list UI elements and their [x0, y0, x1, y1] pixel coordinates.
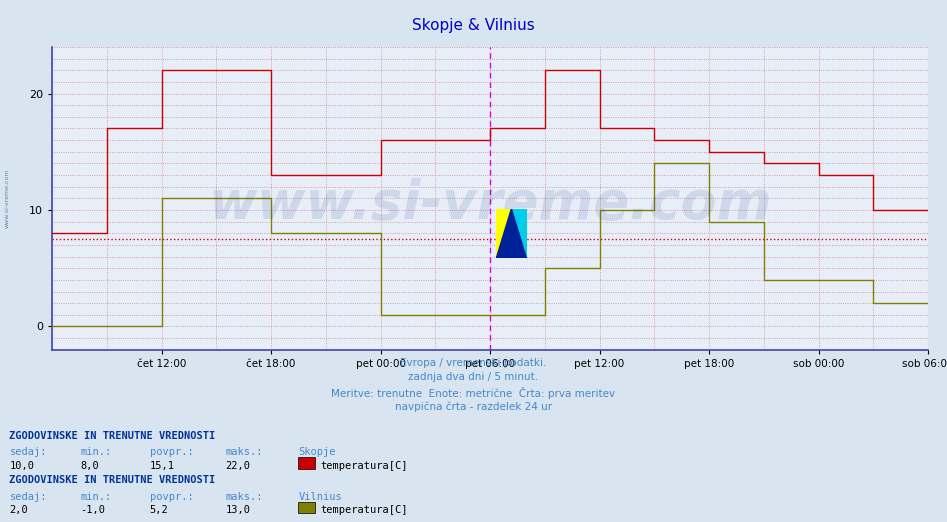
Text: Meritve: trenutne  Enote: metrične  Črta: prva meritev: Meritve: trenutne Enote: metrične Črta: … — [331, 387, 616, 399]
Text: Skopje & Vilnius: Skopje & Vilnius — [412, 18, 535, 33]
Text: 15,1: 15,1 — [150, 461, 174, 471]
Text: Skopje: Skopje — [298, 447, 336, 457]
Text: maks.:: maks.: — [225, 447, 263, 457]
Text: -1,0: -1,0 — [80, 505, 105, 515]
Text: 2,0: 2,0 — [9, 505, 28, 515]
Text: Evropa / vremenski podatki.: Evropa / vremenski podatki. — [401, 358, 546, 367]
Text: zadnja dva dni / 5 minut.: zadnja dva dni / 5 minut. — [408, 372, 539, 382]
Text: min.:: min.: — [80, 447, 112, 457]
Text: navpična črta - razdelek 24 ur: navpična črta - razdelek 24 ur — [395, 401, 552, 412]
Polygon shape — [511, 209, 527, 258]
Text: temperatura[C]: temperatura[C] — [320, 505, 407, 515]
Text: povpr.:: povpr.: — [150, 492, 193, 502]
Text: temperatura[C]: temperatura[C] — [320, 461, 407, 471]
Text: povpr.:: povpr.: — [150, 447, 193, 457]
Polygon shape — [496, 209, 511, 258]
Text: 8,0: 8,0 — [80, 461, 99, 471]
Polygon shape — [496, 209, 527, 258]
Text: ZGODOVINSKE IN TRENUTNE VREDNOSTI: ZGODOVINSKE IN TRENUTNE VREDNOSTI — [9, 431, 216, 441]
Text: www.si-vreme.com: www.si-vreme.com — [208, 179, 772, 230]
Text: 10,0: 10,0 — [9, 461, 34, 471]
Text: 5,2: 5,2 — [150, 505, 169, 515]
Text: sedaj:: sedaj: — [9, 492, 47, 502]
Text: sedaj:: sedaj: — [9, 447, 47, 457]
Text: ZGODOVINSKE IN TRENUTNE VREDNOSTI: ZGODOVINSKE IN TRENUTNE VREDNOSTI — [9, 475, 216, 485]
Text: min.:: min.: — [80, 492, 112, 502]
Text: www.si-vreme.com: www.si-vreme.com — [5, 169, 10, 228]
Text: 13,0: 13,0 — [225, 505, 250, 515]
Text: maks.:: maks.: — [225, 492, 263, 502]
Text: 22,0: 22,0 — [225, 461, 250, 471]
Text: Vilnius: Vilnius — [298, 492, 342, 502]
